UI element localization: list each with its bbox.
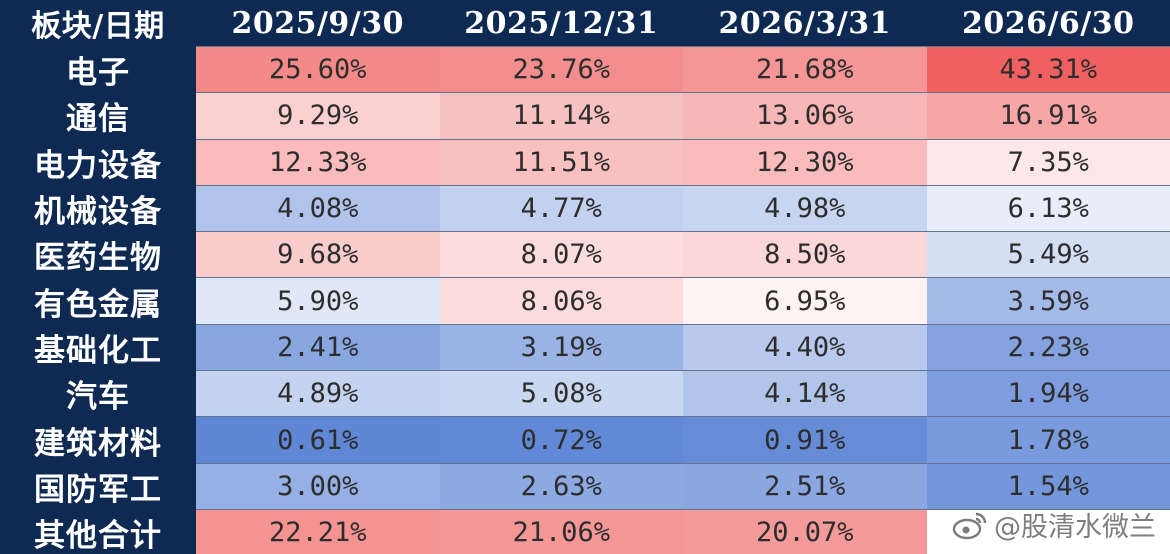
- value-cell: 3.59%: [926, 277, 1170, 325]
- value-cell: 21.68%: [683, 45, 927, 93]
- table-row: 电力设备 12.33% 11.51% 12.30% 7.35%: [0, 138, 1170, 186]
- value-cell: 0.61%: [196, 416, 440, 464]
- sector-label: 基础化工: [0, 324, 196, 371]
- value-cell: 16.91%: [926, 92, 1170, 140]
- value-cell: 6.13%: [926, 184, 1170, 232]
- sector-label: 电力设备: [0, 139, 196, 186]
- value-cell: 1.54%: [926, 462, 1170, 510]
- value-cell: 11.51%: [439, 138, 683, 186]
- date-header: 2025/9/30: [196, 0, 440, 47]
- table-row: 汽车 4.89% 5.08% 4.14% 1.94%: [0, 370, 1170, 417]
- date-header: 2026/3/31: [683, 0, 927, 47]
- value-cell: 2.23%: [926, 323, 1170, 371]
- sector-label: 医药生物: [0, 231, 196, 278]
- sector-label: 汽车: [0, 370, 196, 417]
- sector-label: 机械设备: [0, 185, 196, 232]
- sector-label: 其他合计: [0, 509, 196, 554]
- value-cell: 12.30%: [683, 138, 927, 186]
- table-row: 其他合计 22.21% 21.06% 20.07%: [0, 508, 1170, 554]
- date-header: 2025/12/31: [439, 0, 683, 47]
- sector-label: 通信: [0, 92, 196, 140]
- value-cell: 21.06%: [439, 508, 683, 554]
- value-cell: 4.14%: [683, 370, 927, 417]
- value-cell: 1.78%: [926, 416, 1170, 464]
- value-cell: 3.00%: [196, 462, 440, 510]
- value-cell: 20.07%: [683, 508, 927, 554]
- value-cell: 13.06%: [683, 92, 927, 140]
- value-cell: 22.21%: [196, 508, 440, 554]
- table-row: 通信 9.29% 11.14% 13.06% 16.91%: [0, 92, 1170, 140]
- value-cell: 8.50%: [683, 231, 927, 278]
- value-cell: 4.98%: [683, 184, 927, 232]
- value-cell: 3.19%: [439, 323, 683, 371]
- value-cell: 5.90%: [196, 277, 440, 325]
- value-cell: 4.77%: [439, 184, 683, 232]
- value-cell: 9.29%: [196, 92, 440, 140]
- value-cell: 2.51%: [683, 462, 927, 510]
- value-cell: 0.72%: [439, 416, 683, 464]
- value-cell: 11.14%: [439, 92, 683, 140]
- header-row: 板块/日期 2025/9/30 2025/12/31 2026/3/31 202…: [0, 0, 1170, 47]
- value-cell: 25.60%: [196, 45, 440, 93]
- value-cell: 12.33%: [196, 138, 440, 186]
- value-cell: 5.08%: [439, 370, 683, 417]
- value-cell: 2.63%: [439, 462, 683, 510]
- sector-label: 电子: [0, 46, 196, 93]
- sector-label: 建筑材料: [0, 416, 196, 464]
- value-cell: 8.06%: [439, 277, 683, 325]
- value-cell: 4.40%: [683, 323, 927, 371]
- value-cell: 1.94%: [926, 370, 1170, 417]
- value-cell: [926, 508, 1170, 554]
- value-cell: 0.91%: [683, 416, 927, 464]
- value-cell: 43.31%: [926, 45, 1170, 93]
- sector-label: 国防军工: [0, 463, 196, 510]
- table-row: 有色金属 5.90% 8.06% 6.95% 3.59%: [0, 277, 1170, 325]
- date-header: 2026/6/30: [926, 0, 1170, 47]
- table-row: 建筑材料 0.61% 0.72% 0.91% 1.78%: [0, 416, 1170, 464]
- table-row: 基础化工 2.41% 3.19% 4.40% 2.23%: [0, 323, 1170, 371]
- value-cell: 4.89%: [196, 370, 440, 417]
- value-cell: 9.68%: [196, 231, 440, 278]
- table-row: 国防军工 3.00% 2.63% 2.51% 1.54%: [0, 462, 1170, 510]
- value-cell: 7.35%: [926, 138, 1170, 186]
- value-cell: 4.08%: [196, 184, 440, 232]
- value-cell: 23.76%: [439, 45, 683, 93]
- table-row: 机械设备 4.08% 4.77% 4.98% 6.13%: [0, 184, 1170, 232]
- value-cell: 5.49%: [926, 231, 1170, 278]
- sector-label: 有色金属: [0, 277, 196, 325]
- value-cell: 6.95%: [683, 277, 927, 325]
- corner-header: 板块/日期: [0, 0, 196, 47]
- table-body: 电子 25.60% 23.76% 21.68% 43.31% 通信 9.29% 11.14% 1…: [0, 45, 1170, 554]
- value-cell: 2.41%: [196, 323, 440, 371]
- table-row: 医药生物 9.68% 8.07% 8.50% 5.49%: [0, 231, 1170, 278]
- table-row: 电子 25.60% 23.76% 21.68% 43.31%: [0, 45, 1170, 93]
- value-cell: 8.07%: [439, 231, 683, 278]
